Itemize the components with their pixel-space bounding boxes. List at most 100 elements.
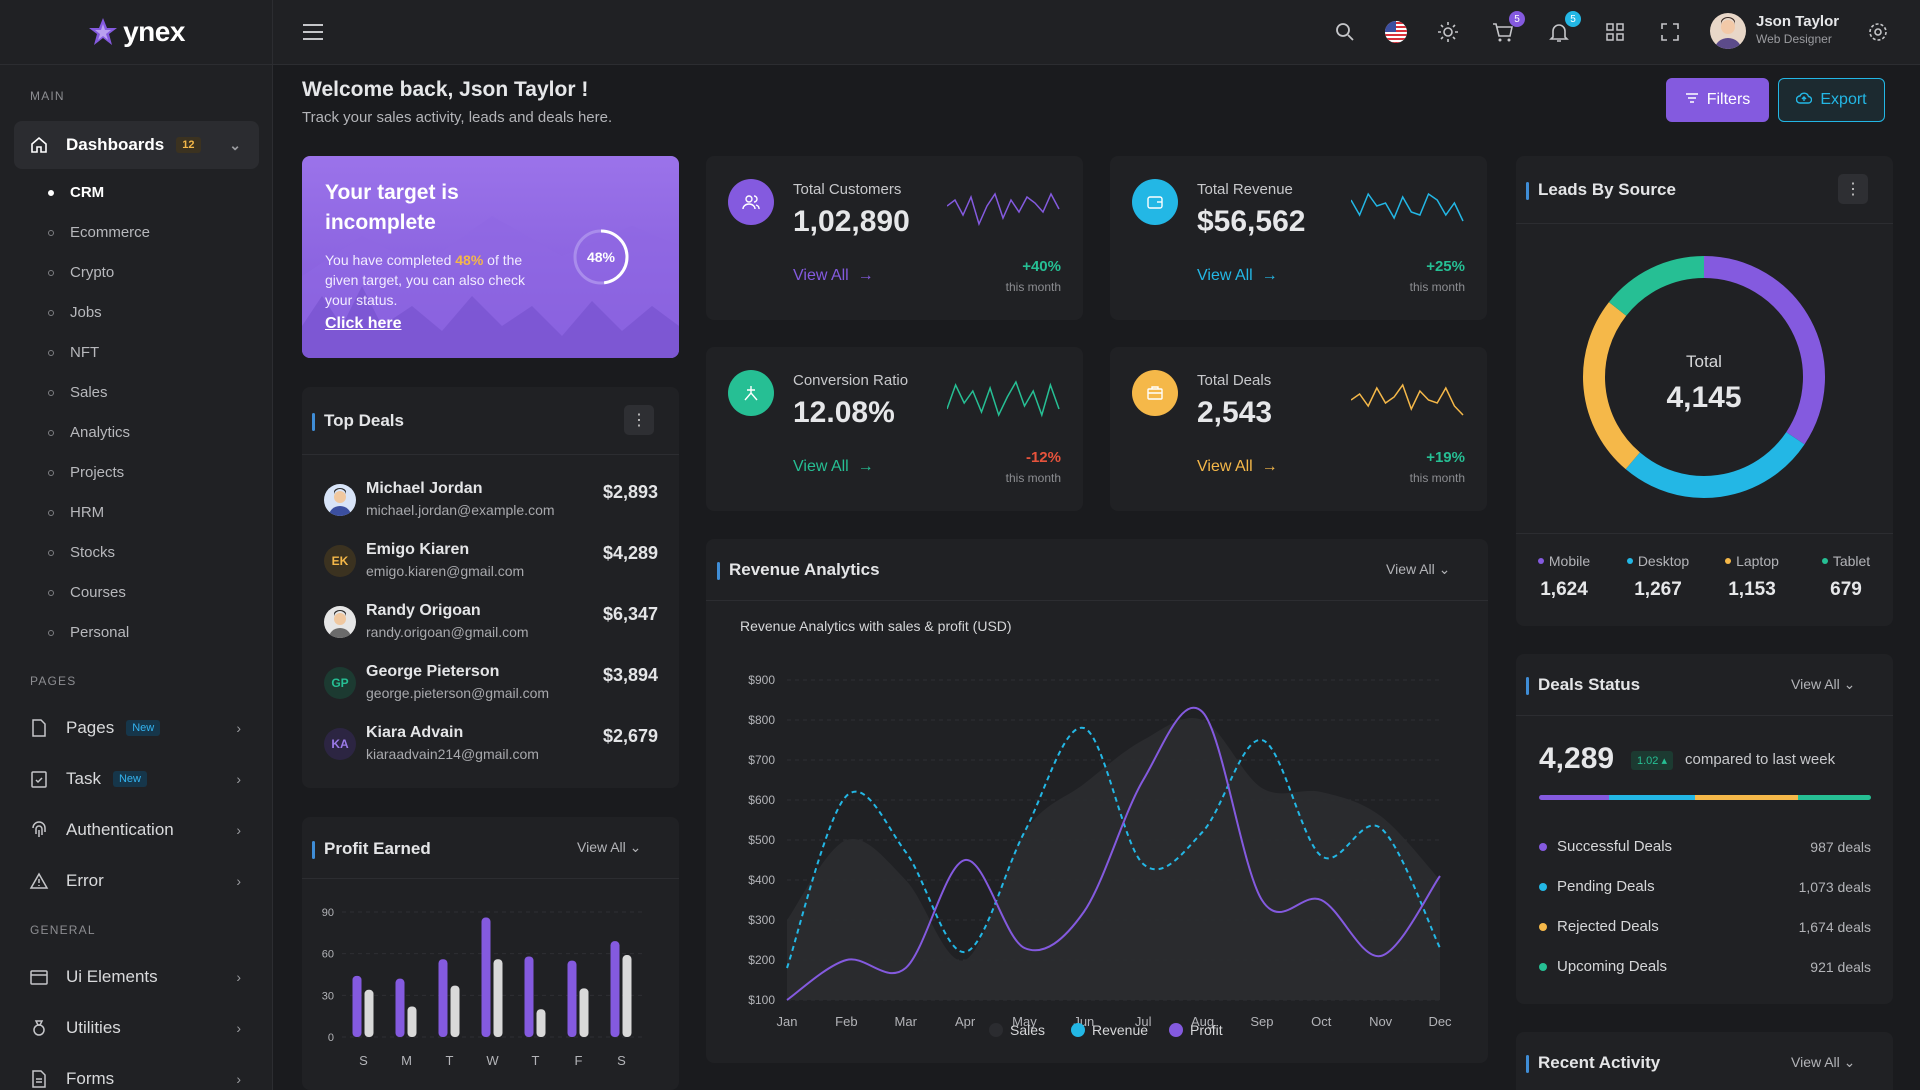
- filters-button[interactable]: Filters: [1666, 78, 1769, 122]
- chevron-down-icon: ⌄: [1438, 561, 1451, 577]
- avatar: EK: [324, 545, 356, 577]
- sidebar-subitem-hrm[interactable]: HRM: [48, 504, 104, 521]
- donut-center-label: Total: [1686, 352, 1722, 371]
- view-all-label: View All: [1791, 1054, 1840, 1070]
- view-all-label: View All: [1791, 676, 1840, 692]
- source-label: Laptop: [1736, 553, 1779, 569]
- sidebar-subitem-courses[interactable]: Courses: [48, 584, 126, 601]
- deal-email: michael.jordan@example.com: [366, 502, 555, 518]
- sidebar-subitem-ecommerce[interactable]: Ecommerce: [48, 224, 150, 241]
- sidebar-item-ui-elements[interactable]: Ui Elements ›: [14, 953, 259, 1001]
- table-row[interactable]: EK Emigo Kiaren emigo.kiaren@gmail.com $…: [324, 541, 658, 591]
- series-revenue-line: [786, 726, 1441, 969]
- x-tick-label: Sep: [1250, 1014, 1273, 1029]
- chevron-down-icon: ⌄: [1843, 1054, 1856, 1070]
- y-tick-label: $300: [748, 913, 775, 927]
- target-title: Your target is incomplete: [325, 181, 459, 234]
- view-all-link[interactable]: View All →: [1197, 458, 1278, 475]
- arrow-right-icon: →: [1257, 458, 1278, 475]
- leads-by-source-card: Leads By Source ⋮ Total 4,145: [1516, 156, 1893, 626]
- view-all-link[interactable]: View All →: [793, 267, 874, 284]
- revenue-view-all[interactable]: View All ⌄: [1386, 561, 1450, 578]
- status-value: 987 deals: [1810, 838, 1871, 855]
- sidebar-subitem-crm[interactable]: CRM: [48, 184, 104, 201]
- legend-item-revenue[interactable]: Revenue: [1071, 1022, 1148, 1038]
- us-flag-icon[interactable]: [1384, 20, 1408, 44]
- stat-period: this month: [1409, 471, 1465, 485]
- search-icon[interactable]: [1333, 20, 1357, 44]
- source-label: Mobile: [1548, 553, 1591, 569]
- click-here-link[interactable]: Click here: [325, 315, 402, 332]
- arrow-right-icon: →: [1257, 267, 1278, 284]
- more-options-icon[interactable]: ⋮: [624, 405, 654, 435]
- sidebar-item-forms[interactable]: Forms ›: [14, 1055, 259, 1090]
- sidebar-subitem-personal[interactable]: Personal: [48, 624, 129, 641]
- recent-view-all[interactable]: View All ⌄: [1791, 1054, 1855, 1071]
- legend-item-sales[interactable]: Sales: [989, 1022, 1045, 1038]
- sidebar-subitem-nft[interactable]: NFT: [48, 344, 99, 361]
- sidebar-subitem-jobs[interactable]: Jobs: [48, 304, 102, 321]
- table-row[interactable]: Michael Jordan michael.jordan@example.co…: [324, 480, 658, 530]
- recent-activity-card: Recent Activity View All ⌄: [1516, 1032, 1893, 1090]
- deal-email: george.pieterson@gmail.com: [366, 685, 550, 701]
- legend-item-profit[interactable]: Profit: [1169, 1022, 1223, 1038]
- svg-text:Revenue: Revenue: [1092, 1022, 1148, 1038]
- bar: [493, 959, 503, 1037]
- fullscreen-icon[interactable]: [1658, 20, 1682, 44]
- x-tick-label: Oct: [1311, 1014, 1332, 1029]
- notification-count-badge: 5: [1565, 11, 1581, 27]
- sidebar-item-utilities[interactable]: Utilities ›: [14, 1004, 259, 1052]
- table-row[interactable]: Randy Origoan randy.origoan@gmail.com $6…: [324, 602, 658, 652]
- profit-view-all[interactable]: View All ⌄: [577, 839, 641, 856]
- x-tick-label: Aug: [1191, 1014, 1214, 1029]
- table-row[interactable]: KA Kiara Advain kiaraadvain214@gmail.com…: [324, 724, 658, 774]
- settings-gear-icon[interactable]: [1866, 20, 1890, 44]
- x-tick-label: Mar: [895, 1014, 918, 1029]
- logo[interactable]: ynex: [0, 0, 272, 65]
- view-all-link[interactable]: View All →: [1197, 267, 1278, 284]
- avatar[interactable]: [1710, 13, 1746, 49]
- bullet-icon: [48, 509, 54, 516]
- sidebar-item-error[interactable]: Error ›: [14, 857, 259, 905]
- stat-change: +25%: [1426, 258, 1465, 275]
- source-value: 1,267: [1634, 579, 1682, 600]
- sidebar-subitem-stocks[interactable]: Stocks: [48, 544, 115, 561]
- menu-toggle-icon[interactable]: [301, 20, 325, 44]
- sidebar-subitem-crypto[interactable]: Crypto: [48, 264, 114, 281]
- deal-email: randy.origoan@gmail.com: [366, 624, 529, 640]
- warning-icon: [28, 870, 50, 892]
- source-value: 1,624: [1540, 579, 1588, 600]
- deals-status-view-all[interactable]: View All ⌄: [1791, 676, 1855, 693]
- more-options-icon[interactable]: ⋮: [1838, 174, 1868, 204]
- export-button[interactable]: Export: [1778, 78, 1885, 122]
- sidebar-subitem-analytics[interactable]: Analytics: [48, 424, 130, 441]
- count-badge: 12: [176, 137, 201, 153]
- svg-text:Profit: Profit: [1190, 1022, 1223, 1038]
- file-icon: [28, 717, 50, 739]
- top-deals-title: Top Deals: [312, 411, 404, 431]
- stat-value: 12.08%: [793, 396, 895, 429]
- donut-slice-tablet: [1608, 256, 1705, 316]
- cart-icon[interactable]: 5: [1491, 11, 1525, 44]
- users-icon: [728, 179, 774, 225]
- table-row[interactable]: GP George Pieterson george.pieterson@gma…: [324, 663, 658, 713]
- sidebar-item-task[interactable]: Task New ›: [14, 755, 259, 803]
- bullet-icon: [48, 629, 54, 636]
- apps-grid-icon[interactable]: [1603, 20, 1627, 44]
- sidebar-item-pages[interactable]: Pages New ›: [14, 704, 259, 752]
- deal-amount: $6,347: [602, 604, 658, 624]
- sidebar-item-authentication[interactable]: Authentication ›: [14, 806, 259, 854]
- view-all-link[interactable]: View All →: [793, 458, 874, 475]
- status-label: Rejected Deals: [1557, 918, 1659, 935]
- legend-dot: [1725, 558, 1732, 564]
- sidebar-subitem-projects[interactable]: Projects: [48, 464, 124, 481]
- bell-icon[interactable]: 5: [1547, 11, 1581, 44]
- sidebar-subitem-sales[interactable]: Sales: [48, 384, 108, 401]
- status-value: 1,073 deals: [1798, 878, 1871, 895]
- sidebar-item-dashboards[interactable]: Dashboards 12 ⌄: [14, 121, 259, 169]
- chevron-right-icon: ›: [236, 1020, 241, 1036]
- lead-source-tablet: Tablet 679: [1800, 553, 1892, 601]
- y-tick-label: $700: [748, 753, 775, 767]
- sun-icon[interactable]: [1436, 20, 1460, 44]
- deal-status-row: Rejected Deals 1,674 deals: [1539, 918, 1871, 935]
